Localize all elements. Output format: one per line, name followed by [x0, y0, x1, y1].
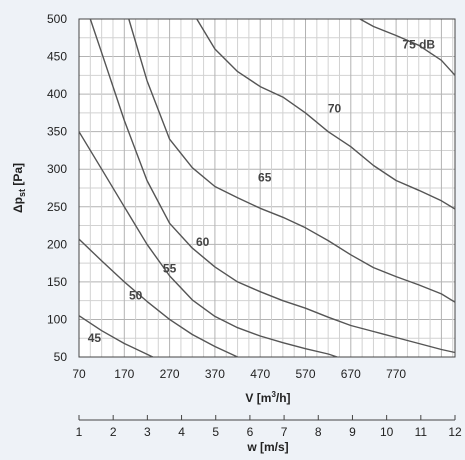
y-axis-title: Δpst [Pa] [11, 163, 27, 213]
x-tick-label: 370 [205, 367, 225, 381]
curve-label-65: 65 [258, 170, 272, 184]
w-tick-label: 10 [380, 425, 394, 439]
x-tick-label: 270 [160, 367, 180, 381]
x-tick-label: 470 [250, 367, 270, 381]
curve-60 [89, 18, 456, 354]
curve-65 [128, 18, 456, 303]
w-tick-label: 4 [178, 425, 185, 439]
x-axis-title: V [m3/h] [245, 390, 290, 405]
curve-label-70: 70 [328, 101, 342, 115]
curve-55 [78, 131, 338, 358]
y-tick-label: 250 [47, 200, 67, 214]
y-tick-label: 450 [47, 50, 67, 64]
w-tick-label: 3 [144, 425, 151, 439]
x-tick-label: 770 [386, 367, 406, 381]
w-tick-label: 2 [110, 425, 117, 439]
w-tick-label: 9 [349, 425, 356, 439]
plot-border [78, 18, 456, 358]
w-tick-label: 11 [415, 425, 428, 439]
w-tick-label: 7 [281, 425, 288, 439]
curve-45 [78, 315, 154, 358]
x-tick-label: 670 [341, 367, 361, 381]
y-tick-label: 150 [47, 275, 67, 289]
w-tick-label: 6 [247, 425, 254, 439]
curve-70 [196, 18, 456, 210]
y-tick-label: 50 [54, 350, 68, 364]
x-tick-label: 170 [114, 367, 134, 381]
y-tick-label: 100 [47, 312, 67, 326]
curve-label-60: 60 [196, 235, 210, 249]
w-tick-label: 1 [76, 425, 83, 439]
y-tick-label: 200 [47, 237, 67, 251]
curve-label-75-dB: 75 dB [402, 38, 435, 52]
y-tick-label: 300 [47, 162, 67, 176]
w-tick-label: 12 [448, 425, 462, 439]
y-tick-label: 400 [47, 87, 67, 101]
y-tick-label: 500 [47, 12, 67, 26]
curve-50 [78, 238, 238, 358]
w-tick-label: 8 [315, 425, 322, 439]
curve-75-dB [359, 18, 456, 76]
curve-label-50: 50 [129, 288, 143, 302]
x-tick-label: 570 [295, 367, 315, 381]
w-tick-label: 5 [212, 425, 219, 439]
curve-label-45: 45 [88, 331, 102, 345]
y-tick-label: 350 [47, 125, 67, 139]
x-tick-label: 70 [72, 367, 86, 381]
curve-label-55: 55 [163, 261, 177, 275]
w-axis-title: w [m/s] [246, 440, 288, 454]
